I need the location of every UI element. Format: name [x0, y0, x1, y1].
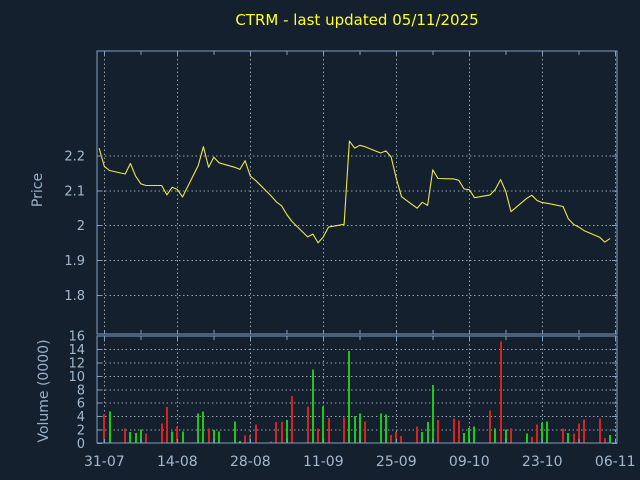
svg-text:2: 2 — [77, 219, 85, 234]
chart-title: CTRM - last updated 05/11/2025 — [235, 11, 479, 29]
svg-text:25-09: 25-09 — [376, 454, 417, 470]
svg-text:1.8: 1.8 — [64, 289, 85, 304]
svg-text:10: 10 — [68, 370, 85, 385]
svg-text:1.9: 1.9 — [64, 254, 85, 269]
svg-text:06-11: 06-11 — [595, 454, 636, 470]
svg-text:4: 4 — [77, 410, 85, 425]
price-line — [98, 140, 611, 244]
svg-text:11-09: 11-09 — [303, 454, 344, 470]
svg-text:31-07: 31-07 — [84, 454, 125, 470]
svg-text:16: 16 — [68, 330, 85, 345]
volume-bars — [103, 341, 611, 444]
svg-text:2.1: 2.1 — [64, 184, 85, 199]
grid-lines — [97, 51, 617, 443]
svg-text:2: 2 — [77, 424, 85, 439]
svg-text:12: 12 — [68, 356, 85, 371]
axis-ticks — [97, 51, 617, 444]
svg-text:14: 14 — [68, 343, 85, 358]
svg-text:2.2: 2.2 — [64, 149, 85, 164]
svg-text:09-10: 09-10 — [449, 454, 490, 470]
svg-text:8: 8 — [77, 383, 85, 398]
svg-text:14-08: 14-08 — [157, 454, 198, 470]
svg-text:23-10: 23-10 — [522, 454, 563, 470]
plot-borders — [96, 50, 618, 444]
svg-text:6: 6 — [77, 397, 85, 412]
svg-text:28-08: 28-08 — [230, 454, 271, 470]
date-labels: 31-07 14-08 28-08 11-09 25-09 09-10 23-10 06-11 — [84, 454, 636, 470]
svg-text:0: 0 — [77, 437, 85, 452]
